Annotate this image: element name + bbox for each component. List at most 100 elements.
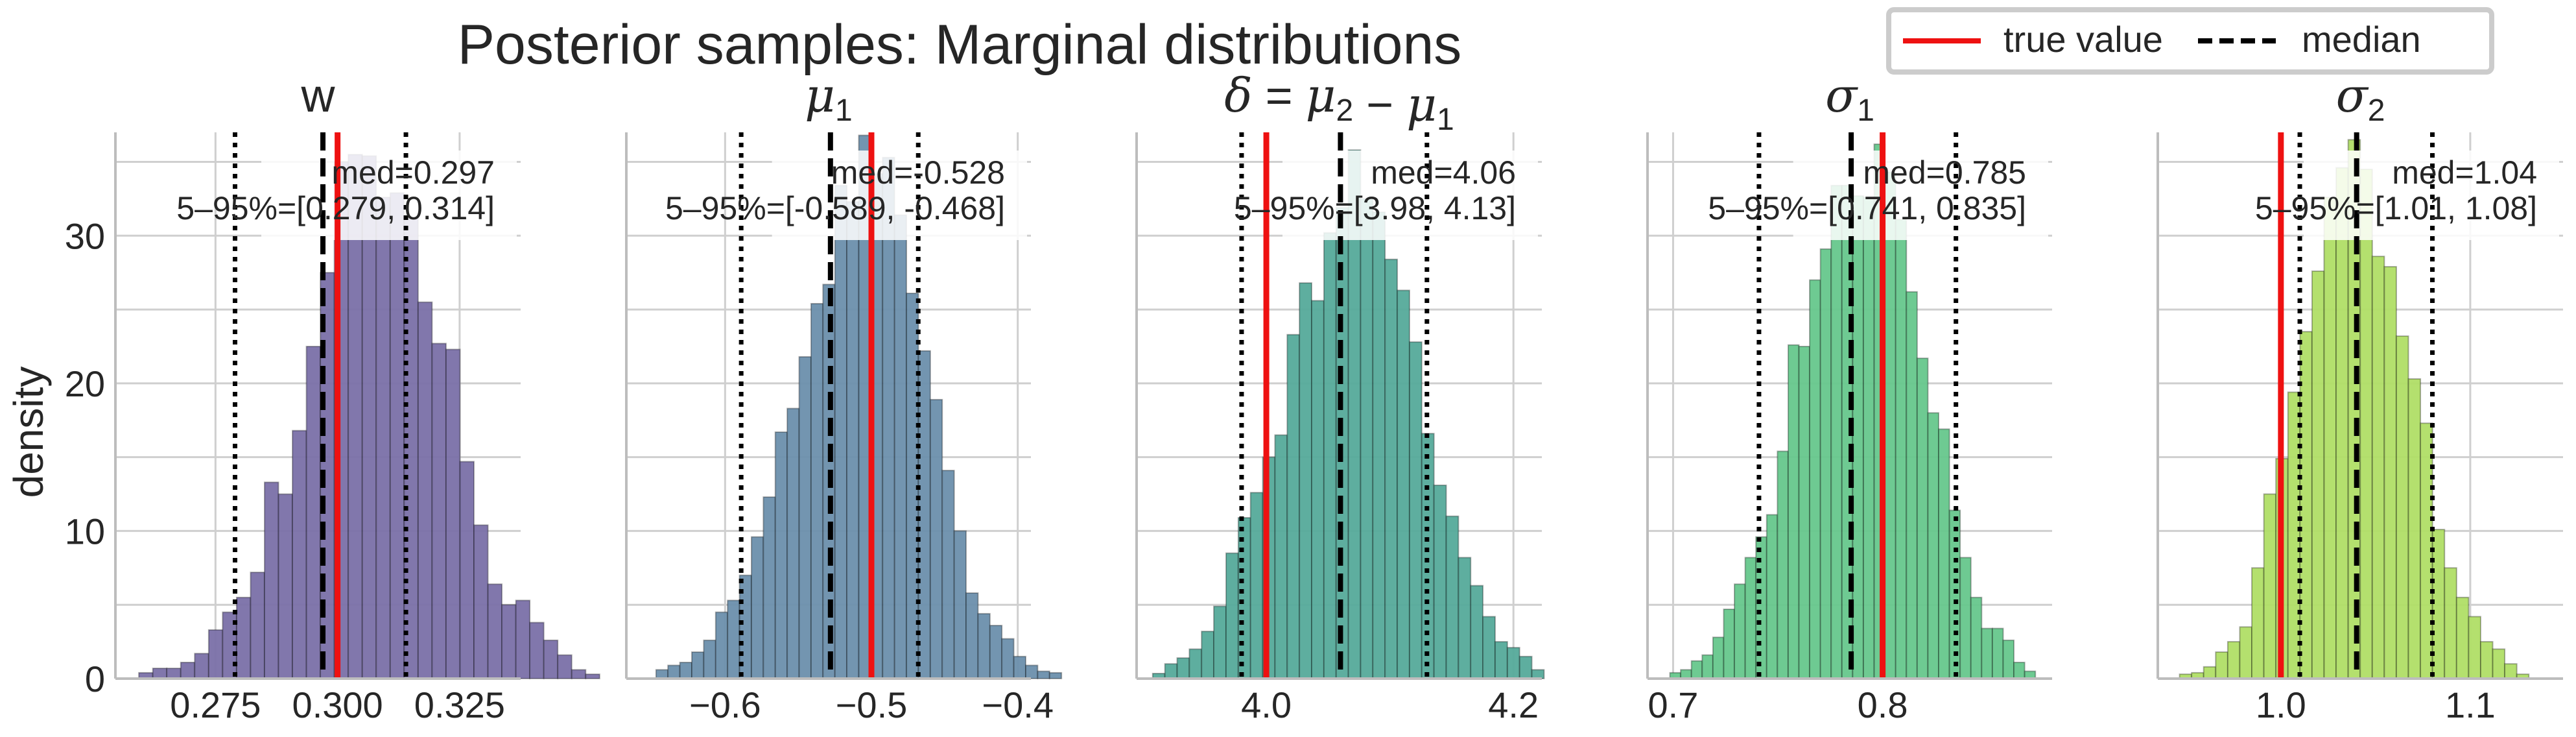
histogram-bar	[1408, 341, 1423, 679]
histogram-bar	[1981, 627, 1993, 679]
histogram-bar	[1482, 616, 1496, 680]
annotation-interval: 5–95%=[-0.589, -0.468]	[665, 190, 1005, 226]
histogram-bar	[278, 493, 294, 679]
histogram-bar	[1249, 492, 1264, 680]
histogram-bar	[1744, 557, 1757, 679]
x-tick-label: 0.7	[1648, 684, 1698, 725]
histogram-bar	[515, 599, 531, 679]
annotation-median: med=0.785	[1863, 154, 2026, 191]
histogram-bar	[1433, 484, 1447, 679]
x-tick-label: −0.5	[836, 684, 908, 725]
histogram-bar	[305, 345, 322, 679]
histogram-bar	[166, 668, 182, 680]
x-tick-label: 1.1	[2445, 684, 2496, 725]
annotation-median: med=4.06	[1371, 154, 1516, 191]
histogram-bar	[2203, 666, 2217, 679]
histogram-bar	[557, 654, 573, 679]
histogram-bar	[750, 536, 764, 680]
histogram-bar	[431, 343, 447, 679]
histogram-bar	[1798, 345, 1811, 679]
histogram-bar	[2239, 626, 2253, 680]
histogram-bar	[487, 583, 503, 679]
histogram-bar	[798, 356, 812, 679]
x-tick-label: 0.325	[414, 684, 505, 725]
panel-title: μ1	[805, 68, 853, 128]
histogram-bar	[250, 572, 265, 680]
histogram-bar	[501, 604, 517, 679]
histogram-bar	[786, 407, 800, 679]
histogram-bar	[1819, 248, 1832, 679]
histogram-bar	[1360, 198, 1374, 679]
histogram-bar	[2263, 493, 2277, 679]
histogram-bar	[2468, 616, 2481, 680]
annotation-box	[772, 151, 1027, 240]
histogram-bar	[1712, 636, 1725, 679]
histogram-bar	[762, 496, 776, 680]
histogram-bar	[2227, 641, 2241, 679]
histogram-bar	[1830, 184, 1843, 679]
histogram-bar	[152, 668, 168, 680]
histogram-bar	[1991, 627, 2004, 679]
histogram-bar	[417, 301, 433, 679]
histogram-bar	[2479, 641, 2494, 679]
histogram-bar	[1852, 195, 1864, 679]
histogram-bar	[1458, 557, 1472, 679]
histogram-bar	[1723, 609, 1736, 679]
histogram-bar	[1048, 671, 1063, 680]
histogram-bar	[2215, 651, 2228, 680]
histogram-bar	[917, 350, 931, 679]
histogram-bar	[2359, 168, 2373, 679]
histogram-bar	[965, 592, 979, 679]
histogram-bar	[929, 398, 943, 679]
histogram-bar	[2002, 639, 2015, 680]
histogram-bar	[2504, 663, 2518, 679]
x-tick-label: 1.0	[2256, 684, 2306, 725]
histogram-bar	[1397, 289, 1410, 679]
histogram-bar	[2395, 335, 2409, 679]
x-tick-label: 0.8	[1858, 684, 1908, 725]
histogram-bar	[529, 622, 545, 680]
histogram-bar	[810, 302, 824, 679]
histogram-bar	[2323, 197, 2337, 680]
panel-title: w	[301, 70, 336, 122]
histogram-bar	[2013, 661, 2026, 680]
histogram-bar	[1213, 605, 1227, 679]
histogram-bar	[2335, 167, 2349, 679]
panel-title: σ1	[1825, 68, 1874, 128]
histogram-bar	[1906, 291, 1918, 680]
y-tick-label: 0	[85, 658, 105, 699]
histogram-bar	[2371, 256, 2385, 680]
histogram-bar	[941, 470, 955, 679]
histogram-bar	[585, 673, 600, 680]
histogram-bar	[834, 184, 848, 679]
histogram-bar	[375, 197, 391, 680]
histogram-bar	[1037, 670, 1050, 679]
histogram-bar	[1506, 647, 1520, 680]
histogram-bar	[1384, 258, 1399, 679]
histogram-bar	[977, 612, 991, 680]
histogram-bar	[774, 431, 788, 679]
panel-title: δ = μ2 − μ1	[1224, 68, 1454, 137]
histogram-bar	[1777, 450, 1789, 679]
histogram-bar	[1916, 357, 1929, 680]
annotation-interval: 5–95%=[0.279, 0.314]	[176, 190, 495, 226]
histogram-bar	[1862, 197, 1875, 680]
histogram-bar	[1311, 300, 1325, 680]
histogram-bar	[1372, 211, 1386, 679]
histogram-bar	[1013, 655, 1026, 680]
histogram-bar	[194, 653, 209, 680]
histogram-bar	[1734, 583, 1746, 679]
histogram-bar	[893, 214, 908, 679]
y-tick-label: 20	[65, 363, 105, 404]
x-tick-label: 4.0	[1241, 684, 1292, 725]
histogram-bar	[1531, 669, 1545, 680]
histogram-bar	[2383, 266, 2397, 679]
histogram-bar	[1024, 664, 1039, 680]
legend-frame	[1886, 7, 2494, 75]
annotation-median: med=-0.528	[831, 154, 1005, 191]
annotation-box	[1282, 151, 1538, 240]
histogram-bar	[1809, 279, 1821, 679]
